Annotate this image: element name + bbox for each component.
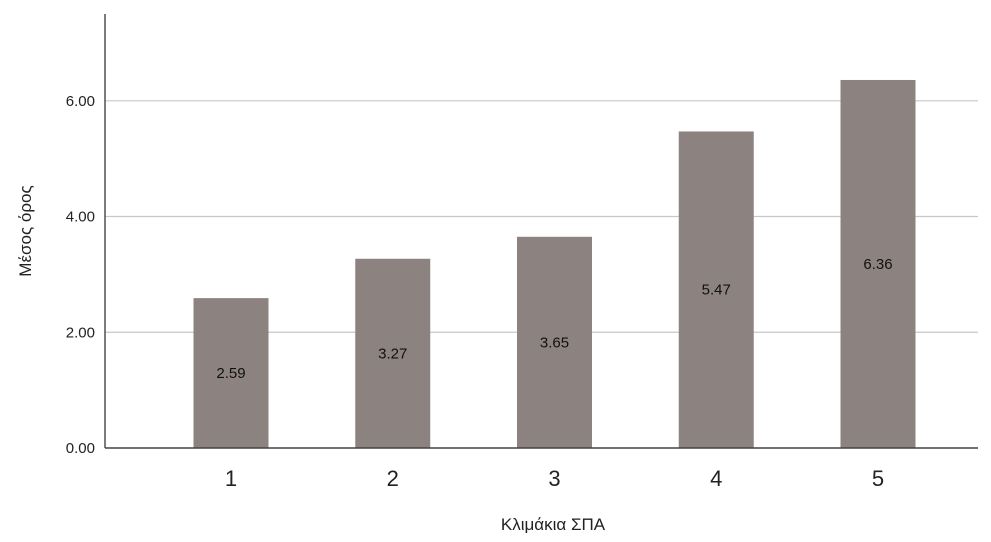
bar	[193, 298, 269, 448]
y-tick-labels: 0.00 2.00 4.00 6.00	[66, 93, 95, 457]
y-tick-label: 6.00	[66, 93, 95, 110]
bars	[193, 79, 916, 448]
x-tick-label: 5	[872, 466, 884, 491]
bar	[517, 236, 592, 448]
x-tick-label: 1	[225, 466, 237, 491]
bar	[355, 258, 431, 448]
bar-value-label: 6.36	[863, 256, 892, 273]
y-tick-label: 4.00	[66, 209, 95, 226]
bar	[678, 131, 754, 448]
x-tick-label: 3	[548, 466, 560, 491]
y-axis-label: Μέσος όρος	[16, 185, 35, 276]
data-labels: 2.59 3.27 3.65 5.47 6.36	[216, 256, 892, 382]
y-tick-label: 0.00	[66, 440, 95, 457]
x-tick-label: 4	[710, 466, 722, 491]
bar	[840, 79, 916, 448]
bar-value-label: 3.65	[540, 334, 569, 351]
x-tick-label: 2	[387, 466, 399, 491]
bar-value-label: 5.47	[702, 282, 731, 299]
bar-value-label: 3.27	[378, 345, 407, 362]
x-tick-labels: 1 2 3 4 5	[225, 466, 884, 491]
bar-value-label: 2.59	[216, 365, 245, 382]
x-axis-label: Κλιμάκια ΣΠΑ	[501, 515, 606, 534]
y-tick-label: 2.00	[66, 324, 95, 341]
